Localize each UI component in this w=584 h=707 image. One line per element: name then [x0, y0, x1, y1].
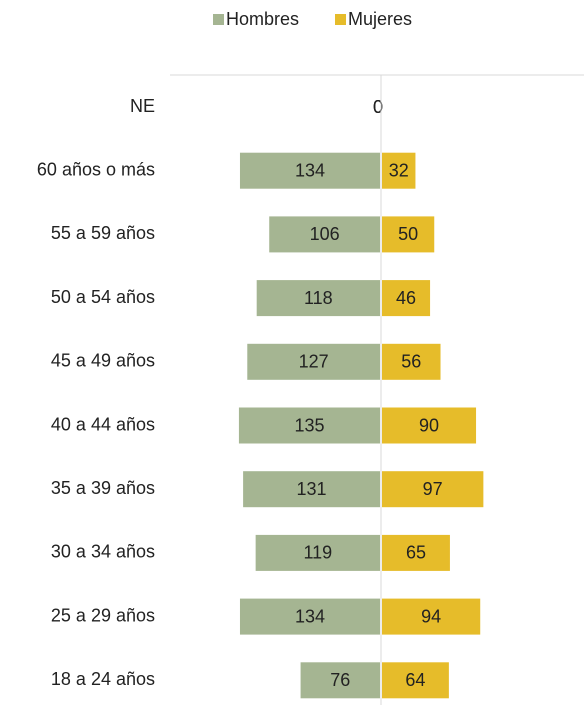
data-label: 90 [419, 415, 439, 435]
data-label: 56 [401, 352, 421, 372]
bar [382, 343, 441, 380]
bar [239, 152, 380, 189]
bar [239, 598, 380, 635]
bar [382, 216, 435, 253]
legend-swatch [335, 14, 346, 25]
data-label: 118 [304, 288, 333, 308]
category-label: 35 a 39 años [51, 478, 155, 498]
data-label: 76 [330, 670, 350, 690]
legend-label: Mujeres [348, 9, 412, 29]
bar [255, 534, 380, 571]
bar [382, 407, 477, 444]
bar [382, 280, 431, 317]
bar [382, 534, 450, 571]
category-label: 30 a 34 años [51, 542, 155, 562]
data-label: 134 [295, 160, 325, 180]
legend-label: Hombres [226, 9, 299, 29]
data-label: 135 [294, 415, 324, 435]
category-label: 18 a 24 años [51, 669, 155, 689]
data-label: 106 [310, 224, 340, 244]
data-label: 97 [423, 479, 443, 499]
category-label: 25 a 29 años [51, 605, 155, 625]
bar [300, 662, 380, 699]
category-label: 55 a 59 años [51, 223, 155, 243]
bar [382, 662, 449, 699]
category-label: 50 a 54 años [51, 287, 155, 307]
data-label: 50 [398, 224, 418, 244]
data-label: 0 [373, 97, 383, 117]
category-label: 45 a 49 años [51, 351, 155, 371]
category-label: 60 años o más [37, 159, 155, 179]
category-label: 40 a 44 años [51, 414, 155, 434]
bar [256, 280, 380, 317]
data-label: 94 [421, 606, 441, 626]
data-label: 64 [405, 670, 425, 690]
bar [382, 471, 484, 508]
data-label: 119 [303, 543, 332, 563]
bar [269, 216, 380, 253]
bar [382, 598, 481, 635]
legend-swatch [213, 14, 224, 25]
data-label: 65 [406, 543, 426, 563]
data-label: 131 [297, 479, 327, 499]
bar [238, 407, 380, 444]
bar [382, 152, 416, 189]
data-label: 0 [373, 97, 383, 117]
bar [243, 471, 380, 508]
category-label: NE [130, 96, 155, 116]
bar [247, 343, 380, 380]
data-label: 32 [389, 160, 409, 180]
data-label: 134 [295, 606, 325, 626]
data-label: 127 [299, 352, 329, 372]
data-label: 46 [396, 288, 416, 308]
